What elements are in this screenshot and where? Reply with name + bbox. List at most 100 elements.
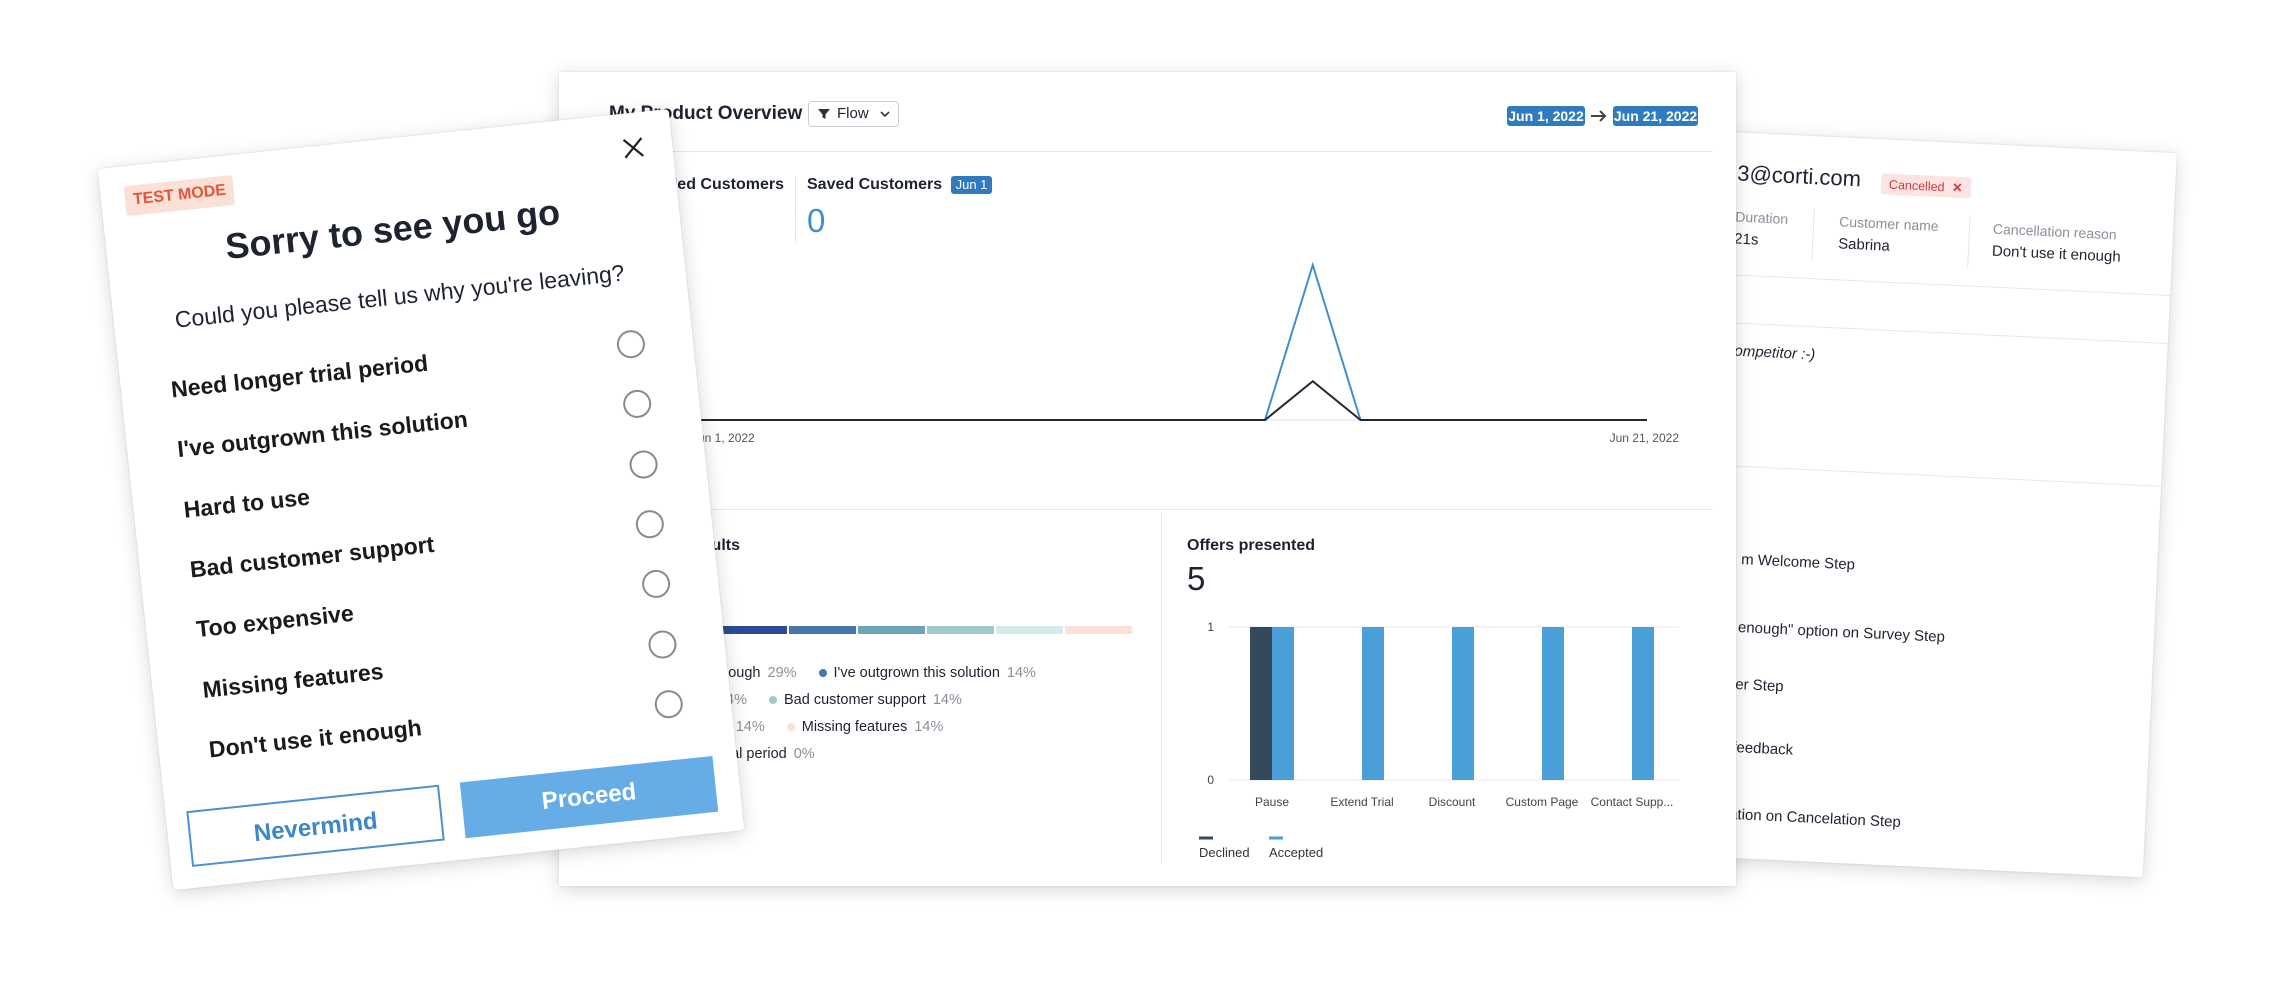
option-radio[interactable] — [640, 568, 672, 600]
option-radio[interactable] — [628, 448, 659, 480]
timeline: m Welcome Step enough" option on Survey S… — [1677, 130, 2176, 831]
option-radio[interactable] — [621, 388, 653, 420]
bar — [1272, 627, 1294, 780]
survey-segment — [996, 626, 1064, 634]
legend-name: I've outgrown this solution — [833, 665, 1000, 681]
status-x: ✕ — [1951, 180, 1963, 196]
bar — [1542, 627, 1564, 780]
status-text: Cancelled — [1888, 177, 1945, 195]
filter-label: Flow — [837, 105, 869, 122]
divider — [1661, 462, 2162, 487]
option-label: Missing features — [201, 657, 385, 703]
feedback-text: competitor :-) — [1726, 342, 1816, 364]
divider — [609, 509, 1713, 510]
legend-label: Declined — [1199, 845, 1250, 860]
field-label: Customer name — [1838, 213, 1940, 235]
dashboard-card: My Product Overview Flow Jun 1, 2022 Jun… — [559, 72, 1736, 886]
section-title: Offers presented — [1187, 537, 1316, 554]
y-tick-label: 1 — [1207, 620, 1214, 634]
divider — [1161, 513, 1162, 864]
option-label: Bad customer support — [188, 530, 436, 583]
legend-percent: 29% — [767, 665, 797, 681]
stat-label: Saved Customers — [807, 176, 943, 193]
legend-label: Accepted — [1269, 845, 1323, 860]
option-label: Don't use it enough — [207, 714, 423, 763]
legend-item: Missing features 14% — [786, 719, 944, 735]
divider — [1668, 319, 2168, 344]
arrow — [1591, 110, 1607, 122]
legend-dot — [818, 669, 827, 677]
option-label: I've outgrown this solution — [176, 406, 469, 463]
legend-name: Missing features — [801, 719, 908, 735]
x-tick-label: Custom Page — [1506, 795, 1579, 809]
bar — [1632, 627, 1654, 780]
legend-percent: 0% — [793, 746, 815, 762]
field-label: Duration — [1734, 208, 1789, 227]
timeline-step: feedback — [1731, 738, 1794, 759]
option-label: Need longer trial period — [169, 349, 430, 403]
stat-value: 0 — [807, 202, 826, 239]
x-tick-label: Contact Supp... — [1591, 795, 1674, 809]
survey-segment — [788, 626, 856, 634]
divider — [795, 176, 796, 242]
legend-percent: 14% — [932, 692, 962, 708]
cancel-modal: TEST MODE Sorry to see you go Could you … — [97, 108, 745, 891]
legend-percent: 14% — [914, 719, 944, 735]
x-tick-label: Discount — [1429, 795, 1476, 809]
close-button[interactable] — [621, 136, 645, 160]
legend-item: I've outgrown this solution 14% — [818, 665, 1036, 681]
option-label: Hard to use — [182, 483, 311, 523]
x-tick-label: Jun 21, 2022 — [1610, 431, 1680, 445]
timeline-step: m Welcome Step — [1740, 551, 1856, 574]
filter-icon — [818, 109, 830, 119]
chevron — [880, 111, 890, 118]
x-tick-label: Jun 1, 2022 — [692, 431, 755, 445]
timeline-step: er Step — [1734, 675, 1785, 696]
line-series — [692, 261, 1647, 421]
timeline-step: enough" option on Survey Step — [1737, 619, 1946, 646]
stat-badge: Jun 1 — [951, 176, 992, 194]
field-value: Sabrina — [1837, 235, 1891, 255]
legend-percent: 14% — [735, 719, 765, 735]
option-label: Too expensive — [194, 599, 355, 643]
field-value: Don't use it enough — [1991, 242, 2122, 266]
legend-dot — [786, 723, 795, 731]
status-badge: Cancelled ✕ — [1880, 173, 1971, 199]
legend-percent: 14% — [1006, 665, 1036, 681]
options: Need longer trial period I've outgrown th… — [98, 109, 685, 762]
bar — [1250, 627, 1272, 780]
customer-email: 3@corti.com — [1736, 160, 1862, 192]
charts: Jun 1, 2022 Jun 21, 2022 0 1 Pause Extend Tri… — [646, 261, 1680, 860]
bar — [1452, 627, 1474, 780]
survey-segment — [927, 626, 995, 634]
option-radio[interactable] — [634, 508, 666, 540]
divider — [1670, 271, 2171, 297]
line-series — [692, 379, 1647, 421]
option-radio[interactable] — [615, 328, 647, 360]
survey-segment — [857, 626, 926, 634]
date-start[interactable]: Jun 1, 2022 — [1507, 106, 1585, 126]
date-end[interactable]: Jun 21, 2022 — [1613, 106, 1698, 126]
legend-item: Bad customer support 14% — [769, 692, 962, 708]
legend-dot — [769, 696, 777, 704]
nevermind-button[interactable]: Nevermind — [186, 784, 445, 867]
x-tick-label: Extend Trial — [1330, 795, 1393, 809]
legend-name: Bad customer support — [784, 692, 926, 708]
proceed-button[interactable]: Proceed — [459, 755, 719, 839]
timeline-step: ation on Cancelation Step — [1728, 805, 1902, 831]
divider — [1967, 215, 1971, 268]
field-label: Cancellation reason — [1992, 220, 2118, 243]
option-radio[interactable] — [647, 628, 678, 660]
test-mode-badge: TEST MODE — [123, 174, 236, 217]
filter-button[interactable]: Flow — [808, 101, 899, 127]
x-tick-label: Pause — [1255, 795, 1289, 809]
divider — [609, 151, 1713, 152]
survey-segment — [1065, 626, 1133, 634]
field-value: 21s — [1733, 230, 1759, 249]
y-tick-label: 0 — [1207, 773, 1214, 787]
offers-total: 5 — [1187, 560, 1206, 597]
option-radio[interactable] — [653, 688, 685, 720]
bar — [1362, 627, 1384, 780]
divider — [1811, 208, 1815, 261]
